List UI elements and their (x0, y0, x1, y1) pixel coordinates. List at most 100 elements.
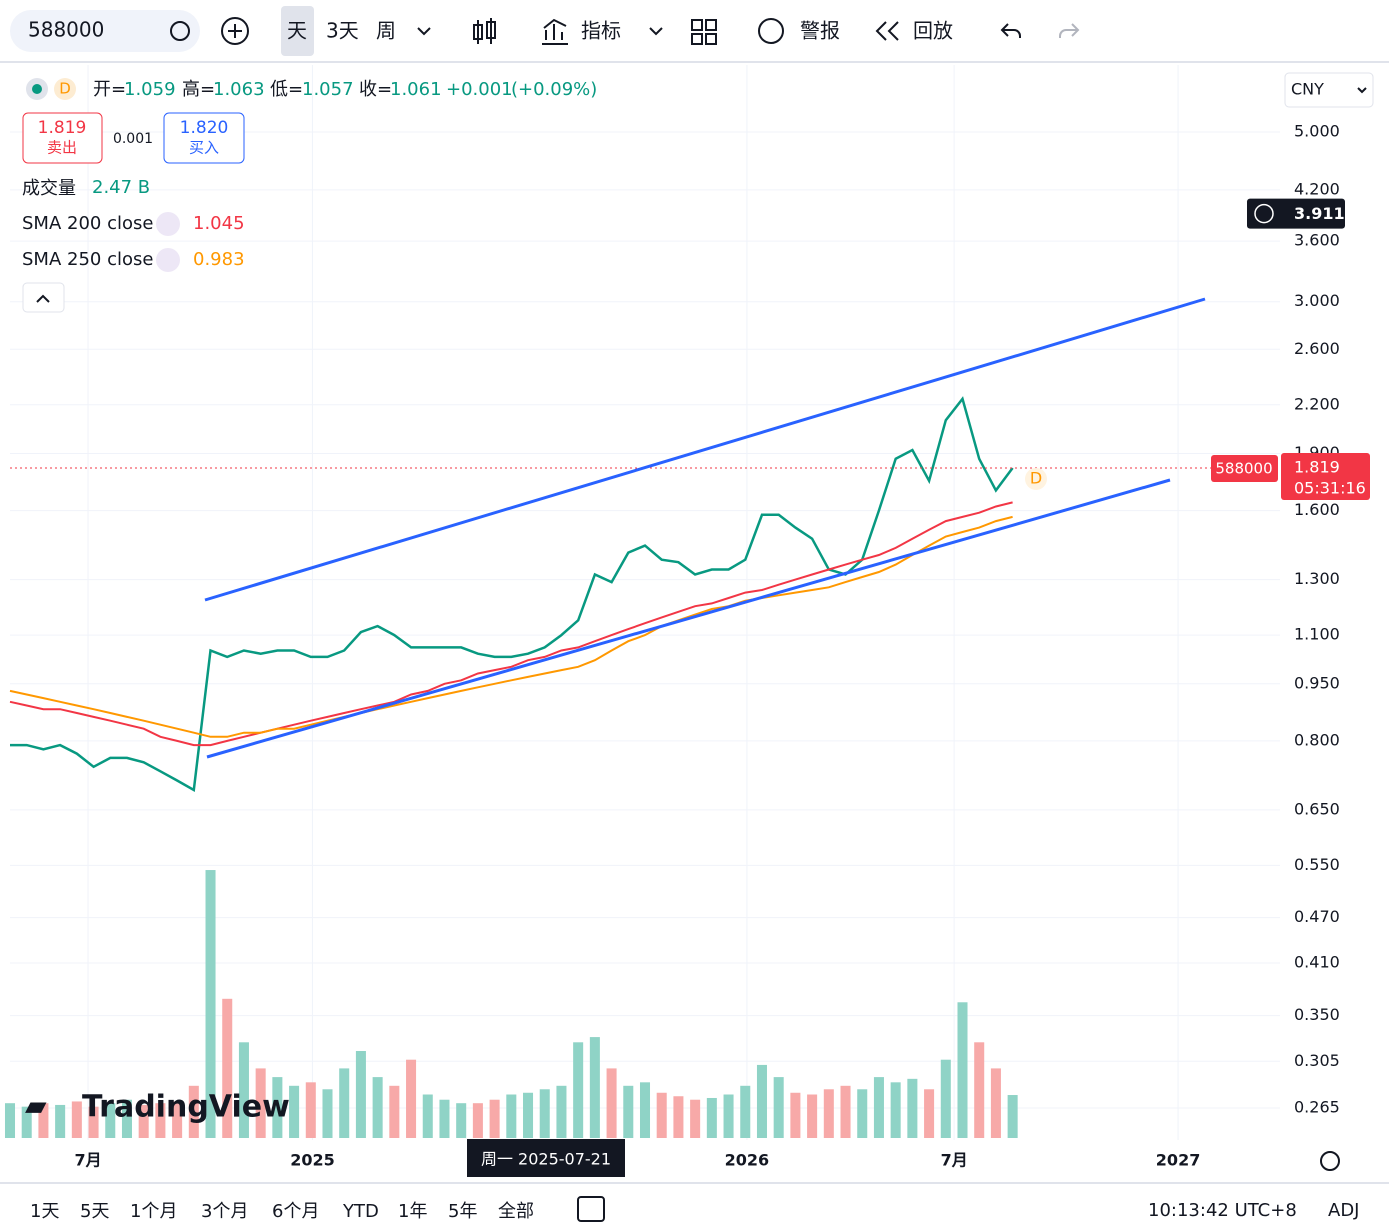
volume-bar (205, 870, 216, 1138)
volume-bar (339, 1068, 350, 1138)
trend-line[interactable] (206, 478, 1171, 759)
indicator-icon[interactable] (542, 18, 568, 45)
volume-bar (272, 1077, 283, 1138)
spread: 0.001 (113, 131, 153, 147)
redo[interactable] (1059, 23, 1080, 38)
y-tick-label: 0.650 (1294, 799, 1340, 818)
interval[interactable]: 周 (376, 19, 396, 43)
interval[interactable]: 3天 (326, 19, 359, 43)
volume-bar (790, 1092, 801, 1138)
dividend-label: D (1030, 468, 1042, 487)
volume-bar (974, 1042, 985, 1138)
y-tick-label: 3.000 (1294, 291, 1340, 310)
crosshair-label: 3.911 (1294, 204, 1345, 223)
layout-icon[interactable] (691, 19, 717, 45)
volume-bar (523, 1092, 534, 1138)
button[interactable]: 警报 (800, 19, 840, 43)
y-tick-label: 0.550 (1294, 855, 1340, 874)
alert-icon[interactable] (758, 18, 784, 44)
volume-bar (188, 1085, 199, 1138)
symbol[interactable]: 588000 (28, 18, 104, 42)
add-symbol[interactable] (221, 17, 249, 45)
adj[interactable]: ADJ (1328, 1200, 1359, 1221)
buy-label[interactable]: 买入 (189, 139, 219, 157)
range-button[interactable]: 5年 (448, 1201, 477, 1222)
x-tick-label: 2026 (725, 1151, 770, 1170)
x-tick-label: 2025 (290, 1151, 335, 1170)
volume-bar (4, 1103, 16, 1138)
y-tick-label: 0.305 (1294, 1051, 1340, 1070)
range-button[interactable]: 1年 (398, 1201, 427, 1222)
sma-line (9, 501, 1013, 747)
volume-bar (138, 1104, 149, 1138)
buy-button[interactable] (163, 112, 245, 164)
chevron[interactable] (649, 27, 663, 36)
volume-bar (472, 1103, 483, 1138)
y-tick-label: 4.200 (1294, 179, 1340, 198)
volume-bar (355, 1051, 366, 1138)
button[interactable]: 回放 (913, 19, 953, 43)
currency-select[interactable] (1284, 72, 1374, 108)
y-tick-label: 1.300 (1294, 569, 1340, 588)
sell-price[interactable]: 1.819 (38, 118, 87, 138)
volume-bar (940, 1059, 951, 1138)
buy-price[interactable]: 1.820 (180, 118, 229, 138)
sell-label[interactable]: 卖出 (47, 139, 77, 157)
chevron[interactable] (417, 27, 431, 36)
ohlc-value: 1.063 (213, 79, 265, 100)
y-tick-label: 2.600 (1294, 339, 1340, 358)
indicator-icon[interactable] (156, 212, 180, 236)
interval-active[interactable] (281, 6, 314, 56)
indicator-icon[interactable] (156, 248, 180, 272)
candle-icon[interactable] (473, 18, 496, 44)
volume-bar (406, 1059, 417, 1138)
sma-line (9, 515, 1013, 738)
volume-bar (305, 1082, 316, 1138)
sell-button[interactable] (22, 112, 103, 164)
volume-bar (673, 1096, 684, 1138)
symbol-box[interactable] (10, 10, 200, 52)
volume-bar (539, 1089, 550, 1138)
volume-bar (21, 1106, 32, 1138)
change-pct: (+0.09%) (511, 79, 597, 100)
y-tick-label: 0.350 (1294, 1005, 1340, 1024)
range-button[interactable]: 6个月 (272, 1201, 319, 1222)
range-button[interactable]: 1天 (30, 1201, 59, 1222)
x-tick-label: 2027 (1156, 1151, 1201, 1170)
date-range-icon[interactable] (577, 1196, 605, 1222)
symbol-icon[interactable] (170, 21, 190, 41)
plot (4, 65, 1280, 1140)
replay-icon[interactable] (875, 21, 899, 41)
price-tag-label: 1.819 (1294, 457, 1340, 476)
range-button[interactable]: 全部 (498, 1201, 534, 1222)
indicator-name: SMA 200 close (22, 213, 153, 234)
currency[interactable]: CNY (1291, 80, 1324, 99)
symbol-price-tag (1211, 454, 1278, 482)
range-button[interactable]: 5天 (80, 1201, 109, 1222)
trend-line[interactable] (204, 297, 1206, 602)
volume-bar (807, 1094, 818, 1138)
volume-bar (690, 1099, 701, 1138)
volume-bar (255, 1068, 266, 1138)
volume-bar (372, 1077, 383, 1138)
date-tag (467, 1139, 625, 1177)
settings[interactable] (1320, 1151, 1340, 1171)
plus-icon (228, 24, 242, 38)
button[interactable]: 指标 (581, 19, 621, 43)
volume-bar (957, 1002, 968, 1138)
ohlc-value: 1.059 (124, 79, 176, 100)
range-button[interactable]: 1个月 (130, 1201, 177, 1222)
range-button[interactable]: 3个月 (201, 1201, 248, 1222)
logo: TradingView (82, 1090, 290, 1125)
date-tag-label: 周一 2025-07-21 (481, 1150, 611, 1169)
x-tick-label: 7月 (941, 1151, 968, 1170)
undo[interactable] (1000, 23, 1021, 38)
y-tick-label: 0.265 (1294, 1098, 1340, 1117)
clock: 10:13:42 UTC+8 (1148, 1200, 1297, 1221)
ohlc-value: 1.057 (302, 79, 354, 100)
volume-bar (506, 1094, 517, 1138)
interval[interactable]: 天 (287, 19, 307, 43)
range-button[interactable]: YTD (342, 1201, 379, 1222)
price-tag (1281, 452, 1370, 500)
crosshair-plus (1254, 203, 1274, 224)
